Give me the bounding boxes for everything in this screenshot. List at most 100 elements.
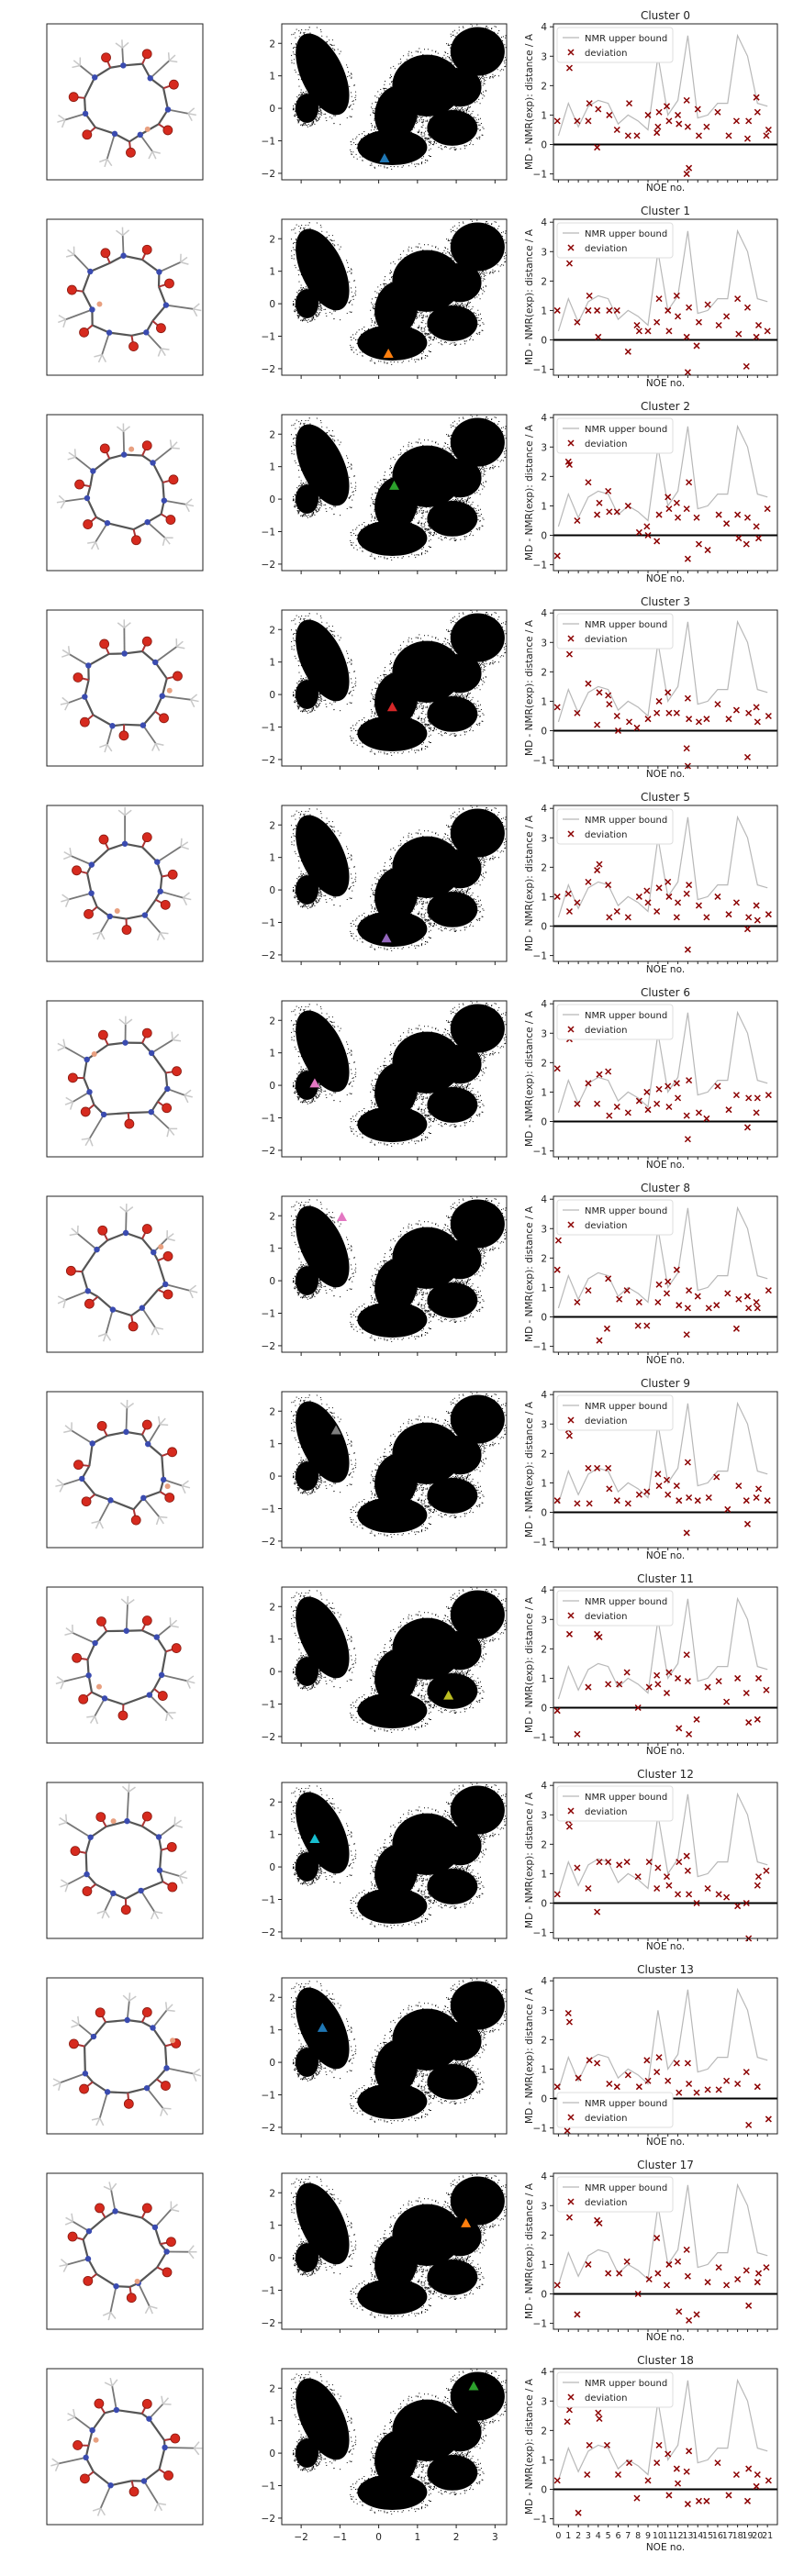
deviation-point: [655, 108, 663, 116]
deviation-point: [613, 712, 620, 720]
nitrogen-atom: [89, 306, 95, 313]
oxygen-atom: [99, 638, 110, 650]
side-chain-bond: [109, 2285, 117, 2313]
hydrogen-bond: [104, 1910, 110, 1918]
noe-ytick-label: 0: [541, 1313, 547, 1324]
nitrogen-atom: [139, 1305, 146, 1311]
deviation-point: [614, 727, 622, 735]
hydrogen-bond: [172, 1033, 180, 1041]
noe-ytick-label: 1: [541, 2064, 547, 2075]
map-ytick-label: 2: [269, 234, 275, 245]
legend: NMR upper bound deviation: [556, 1590, 674, 1627]
backbone-bond: [93, 2021, 106, 2037]
legend-cross-swatch: [567, 49, 575, 56]
hydrogen-bond: [193, 308, 202, 312]
density-blob: [357, 716, 428, 752]
deviation-point: [606, 1485, 613, 1493]
side-chain-bond: [156, 846, 182, 863]
deviation-point: [553, 1065, 561, 1072]
noe-ytick-label: 0: [541, 531, 547, 542]
deviation-point: [714, 108, 721, 116]
deviation-point: [683, 1529, 690, 1537]
oxygen-atom: [72, 865, 82, 876]
backbone-bond: [123, 254, 143, 261]
map-ytick-label: 2: [269, 1797, 275, 1808]
hydrogen-bond: [184, 498, 193, 505]
backbone-bond: [84, 76, 96, 99]
projection-density: [290, 219, 507, 365]
noe-xtick-label: 0: [555, 2531, 561, 2541]
map-ytick-label: 0: [269, 1862, 275, 1873]
legend-cross-swatch: [567, 2114, 575, 2121]
deviation-point: [723, 2282, 731, 2289]
deviation-point: [693, 2311, 700, 2318]
hydrogen-bond: [151, 150, 161, 154]
backbone-bond: [161, 1455, 165, 1480]
oxygen-atom: [69, 2038, 79, 2049]
oxygen-atom: [97, 1225, 108, 1236]
backbone-bond: [158, 1849, 162, 1871]
cluster-title: Cluster 18: [637, 2354, 694, 2367]
deviation-point: [735, 1295, 743, 1303]
deviation-point: [645, 1683, 653, 1691]
backbone-bond: [81, 1249, 98, 1272]
noe-ylabel: MD - NMR(exp): distance / A: [524, 619, 535, 756]
deviation-point: [663, 103, 671, 110]
deviation-point: [585, 1683, 592, 1691]
backbone-bond: [92, 714, 114, 727]
side-chain-bond: [161, 1673, 187, 1682]
deviation-point: [683, 1331, 690, 1338]
hydrogen-bond: [108, 2182, 112, 2191]
hydrogen-bond: [95, 541, 100, 550]
hydrogen-bond: [67, 2413, 75, 2418]
noe-xlabel: NOE no.: [646, 1941, 685, 1952]
side-chain-bond: [99, 916, 111, 933]
deviation-point: [553, 2477, 561, 2484]
side-chain-bond: [126, 2001, 130, 2021]
legend-cross-swatch: [567, 2198, 575, 2205]
noe-ytick-label: −1: [533, 2124, 547, 2135]
noe-frame: [553, 2172, 778, 2330]
deviation-point: [754, 2083, 761, 2091]
upper-bound-line: [557, 815, 768, 918]
side-chain-bond: [98, 2092, 108, 2119]
side-chain-bond: [144, 914, 162, 934]
hydrogen-bond: [116, 229, 124, 237]
hydrogen-bond: [188, 1290, 194, 1299]
legend: NMR upper bound deviation: [556, 2092, 674, 2128]
hydrogen-bond: [166, 1128, 170, 1138]
deviation-point: [605, 487, 612, 494]
side-chain-bond: [99, 2484, 112, 2509]
legend-deviation: deviation: [585, 1416, 627, 1427]
hydrogen-bond: [187, 113, 196, 117]
deviation-point: [703, 716, 710, 723]
noe-ytick-label: 2: [541, 667, 547, 678]
hydrogen-bond: [84, 1138, 91, 1147]
structure-frame: [46, 23, 204, 181]
oxygen-atom: [80, 1106, 91, 1117]
deviation-point: [644, 531, 652, 539]
noe-ytick-label: 3: [541, 1419, 547, 1430]
deviation-point: [734, 511, 742, 518]
backbone-bond: [142, 1491, 161, 1499]
legend-box: [556, 222, 674, 259]
hydrogen-bond: [89, 1715, 95, 1724]
legend-cross-swatch: [567, 1807, 575, 1815]
upper-bound-line: [557, 424, 768, 527]
map-ytick-label: 2: [269, 2383, 275, 2394]
deviation-point: [675, 313, 682, 320]
hydrogen-bond: [65, 1096, 73, 1103]
map-ytick-label: −1: [262, 723, 275, 734]
density-blob: [427, 891, 478, 927]
hydrogen-bond: [61, 119, 66, 128]
density-blob: [450, 1199, 505, 1249]
deviation-point: [732, 899, 740, 906]
noe-ylabel: MD - NMR(exp): distance / A: [524, 33, 535, 170]
noe-ytick-label: 2: [541, 1449, 547, 1460]
deviation-point: [564, 890, 572, 897]
backbone-bond: [162, 87, 170, 110]
deviation-point: [633, 2494, 641, 2502]
legend: NMR upper bound deviation: [556, 222, 674, 259]
hydrogen-bond: [153, 1911, 160, 1920]
map-ytick-label: 0: [269, 299, 275, 310]
